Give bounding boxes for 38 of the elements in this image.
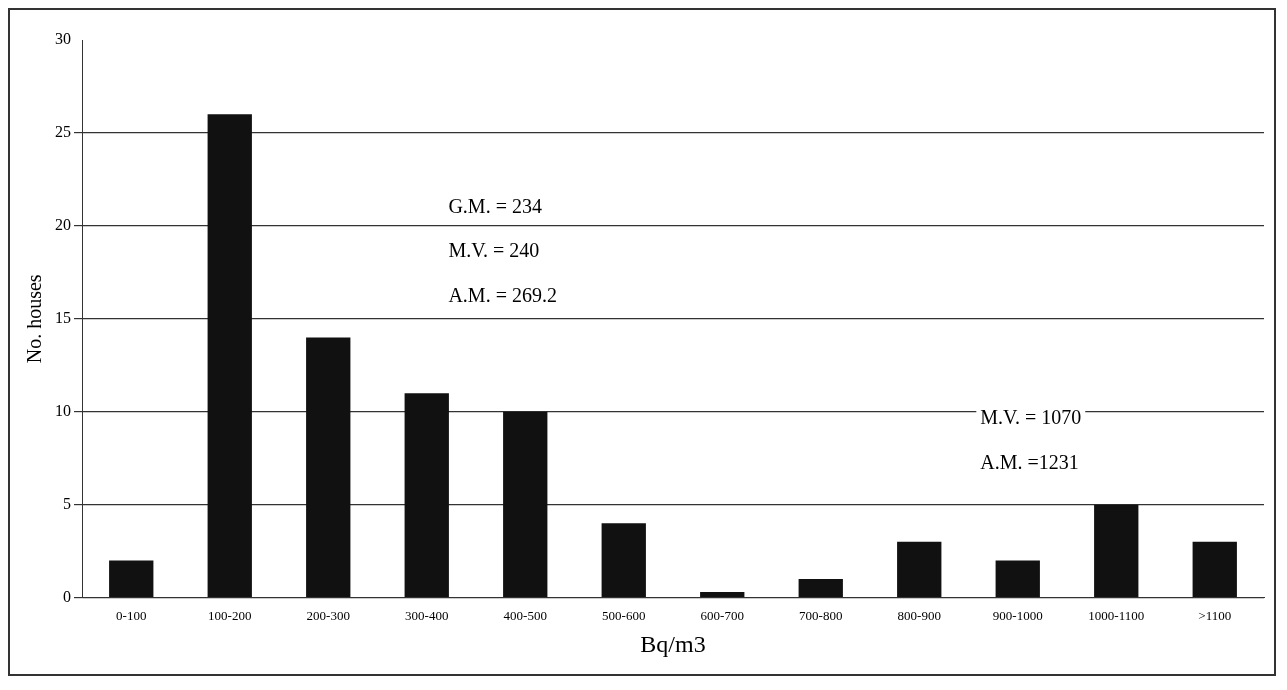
x-tick-label: 200-300: [306, 607, 350, 623]
x-tick-label: 400-500: [503, 607, 547, 623]
bar: [601, 523, 646, 597]
y-tick-label: 15: [55, 309, 71, 326]
y-tick-label: 10: [55, 401, 71, 419]
bar: [503, 411, 548, 597]
bar: [404, 393, 449, 597]
x-tick-label: 700-800: [799, 607, 843, 623]
bar: [897, 541, 942, 597]
annotation: A.M. = 269.2: [448, 283, 557, 306]
x-tick-label: 0-100: [116, 607, 147, 623]
bar: [1094, 504, 1139, 597]
y-tick-label: 25: [55, 123, 71, 141]
x-tick-label: 900-1000: [992, 607, 1043, 623]
bar: [207, 114, 252, 597]
bar: [306, 337, 351, 597]
annotation: M.V. = 240: [448, 239, 540, 262]
bar: [798, 579, 843, 597]
bar: [995, 560, 1040, 597]
bar: [109, 560, 154, 597]
x-tick-label: >1100: [1198, 607, 1232, 623]
y-tick-label: 0: [63, 587, 71, 605]
annotation: G.M. = 234: [448, 194, 542, 217]
y-axis-title: No. houses: [23, 274, 46, 364]
y-tick-label: 30: [55, 30, 71, 48]
y-tick-label: 20: [55, 216, 71, 234]
x-tick-label: 800-900: [897, 607, 941, 623]
x-tick-label: 1000-1100: [1088, 607, 1145, 623]
annotation: A.M. =1231: [980, 451, 1079, 474]
x-axis-title: Bq/m3: [640, 630, 706, 657]
y-tick-label: 5: [63, 494, 71, 512]
x-tick-label: 600-700: [700, 607, 744, 623]
x-tick-label: 300-400: [405, 607, 449, 623]
bar: [1192, 541, 1237, 597]
bar: [700, 592, 745, 597]
x-tick-label: 100-200: [208, 607, 252, 623]
annotation: M.V. = 1070: [980, 406, 1082, 429]
x-tick-label: 500-600: [602, 607, 646, 623]
